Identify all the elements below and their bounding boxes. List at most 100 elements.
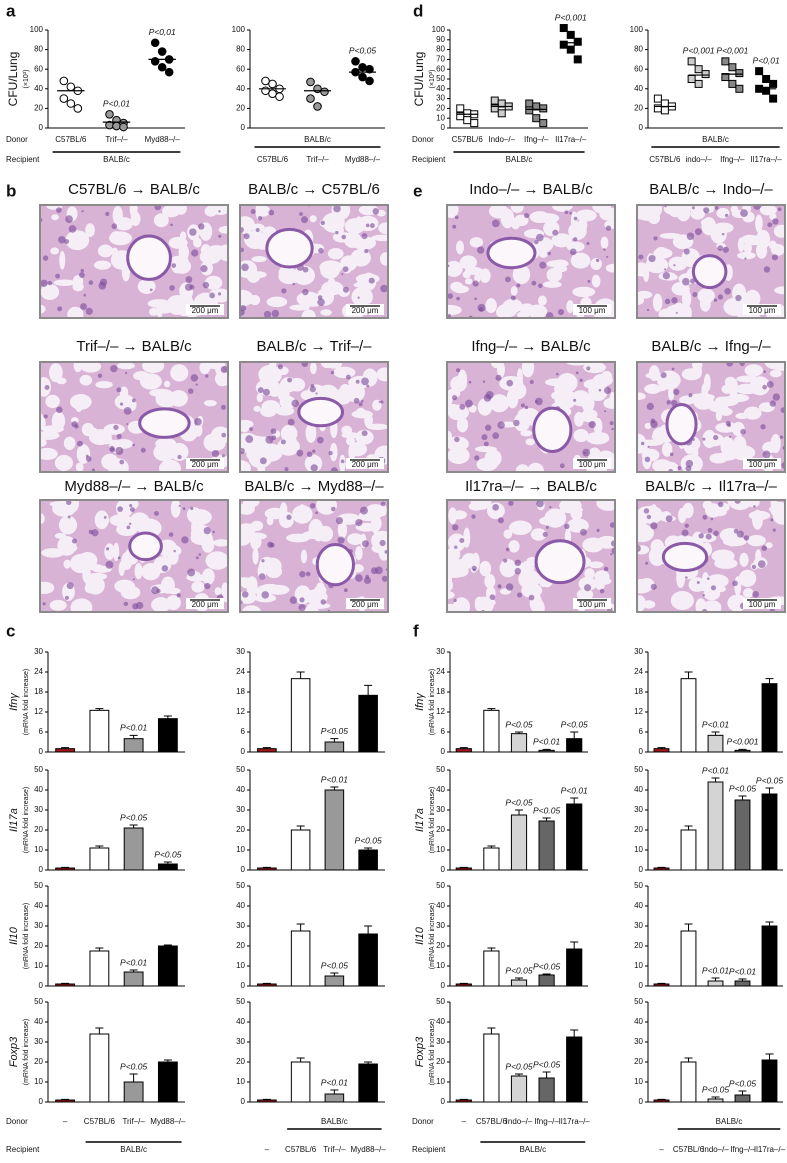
cell-cluster bbox=[732, 580, 738, 587]
alveolus bbox=[747, 535, 766, 547]
alveolus bbox=[380, 252, 388, 266]
cell-cluster bbox=[673, 388, 680, 396]
cell-cluster bbox=[454, 436, 460, 443]
alveolus bbox=[533, 599, 545, 612]
alveolus bbox=[599, 207, 615, 221]
y-tick-label: 0 bbox=[39, 123, 44, 132]
bar bbox=[55, 983, 76, 987]
cell-cluster bbox=[97, 373, 103, 378]
cell-cluster bbox=[194, 417, 202, 426]
alveolus bbox=[743, 241, 752, 255]
cell-cluster bbox=[77, 440, 83, 447]
error-bar bbox=[330, 786, 339, 790]
y-tick-label: 40 bbox=[236, 785, 245, 794]
y-tick-label: 20 bbox=[236, 825, 245, 834]
y-tick-label: 10 bbox=[436, 845, 445, 854]
cell-cluster bbox=[547, 251, 551, 256]
p-value: P<0.01 bbox=[120, 723, 147, 733]
cell-cluster bbox=[88, 529, 94, 535]
histology-caption: Ifng–/– → BALB/c bbox=[471, 338, 591, 355]
alveolus bbox=[496, 303, 518, 318]
y-tick-label: 20 bbox=[34, 825, 43, 834]
histology-caption: C57BL/6 → BALB/c bbox=[68, 181, 200, 198]
histology-caption: BALB/c → C57BL/6 bbox=[248, 181, 380, 198]
error-bar bbox=[684, 1057, 693, 1062]
error-bar bbox=[542, 817, 551, 821]
group-label: BALB/c bbox=[716, 1117, 743, 1126]
error-bar bbox=[364, 684, 373, 696]
x-tick-label: Ifng–/– bbox=[534, 1117, 559, 1126]
alveolus bbox=[170, 364, 189, 382]
group-label: BALB/c bbox=[304, 135, 331, 144]
cell-cluster bbox=[240, 447, 245, 455]
error-bar bbox=[262, 747, 271, 749]
cell-cluster bbox=[664, 268, 667, 271]
bar bbox=[290, 678, 311, 753]
alveolus bbox=[201, 535, 215, 553]
alveolus bbox=[510, 286, 518, 296]
alveolus bbox=[574, 411, 584, 427]
y-axis-label: Ifnγ bbox=[8, 692, 20, 711]
point bbox=[653, 94, 662, 103]
alveolus bbox=[214, 587, 222, 596]
cell-cluster bbox=[361, 233, 368, 240]
alveolus bbox=[214, 362, 224, 376]
alveolus bbox=[240, 460, 251, 472]
alveolus bbox=[774, 286, 785, 295]
cell-cluster bbox=[178, 504, 181, 507]
cell-cluster bbox=[249, 427, 253, 431]
cell-cluster bbox=[337, 536, 345, 544]
alveolus bbox=[488, 448, 499, 468]
histology-image: 200 μm bbox=[39, 499, 229, 613]
bar bbox=[680, 1061, 697, 1103]
group-label: BALB/c bbox=[519, 1145, 546, 1154]
bar bbox=[707, 1098, 724, 1103]
p-value: P<0.05 bbox=[505, 1061, 532, 1071]
cell-cluster bbox=[258, 573, 266, 580]
cell-cluster bbox=[85, 307, 93, 315]
alveolus bbox=[370, 516, 382, 531]
alveolus bbox=[658, 308, 677, 318]
scale-label: 200 μm bbox=[192, 460, 219, 469]
cell-cluster bbox=[586, 366, 591, 371]
cell-cluster bbox=[116, 433, 122, 439]
cell-cluster bbox=[189, 284, 195, 290]
bar bbox=[707, 781, 724, 871]
histology-image: 100 μm bbox=[636, 204, 786, 319]
cell-cluster bbox=[106, 547, 110, 551]
alveolus bbox=[487, 502, 505, 520]
bar bbox=[89, 1033, 110, 1103]
y-axis-unit: (mRNA fold increase) bbox=[23, 903, 30, 970]
cell-cluster bbox=[341, 234, 347, 240]
alveolus bbox=[676, 205, 691, 222]
alveolus bbox=[213, 539, 228, 547]
x-tick-label: Trif–/– bbox=[122, 1117, 145, 1126]
bar bbox=[157, 718, 178, 753]
error-bar bbox=[459, 982, 468, 984]
alveolus bbox=[264, 557, 282, 575]
cell-cluster bbox=[361, 430, 368, 437]
cell-cluster bbox=[335, 516, 344, 525]
cell-cluster bbox=[310, 464, 318, 472]
scale-label: 100 μm bbox=[749, 600, 776, 609]
alveolus bbox=[51, 214, 59, 221]
alveolus bbox=[248, 448, 272, 469]
error-bar bbox=[296, 671, 305, 679]
cell-cluster bbox=[482, 380, 486, 383]
alveolus bbox=[727, 393, 750, 403]
alveolus bbox=[520, 430, 533, 437]
cell-cluster bbox=[318, 247, 324, 254]
error-bar bbox=[129, 1073, 138, 1082]
bar bbox=[358, 933, 378, 987]
cell-cluster bbox=[491, 219, 500, 228]
scale-box bbox=[346, 598, 384, 609]
image-frame bbox=[446, 204, 616, 319]
cell-cluster bbox=[105, 211, 110, 216]
error-bar bbox=[61, 1098, 70, 1100]
alveolus bbox=[151, 597, 171, 612]
y-tick-label: 100 bbox=[432, 25, 446, 34]
cell-cluster bbox=[761, 545, 768, 551]
alveolus bbox=[668, 386, 675, 401]
point bbox=[358, 72, 367, 82]
